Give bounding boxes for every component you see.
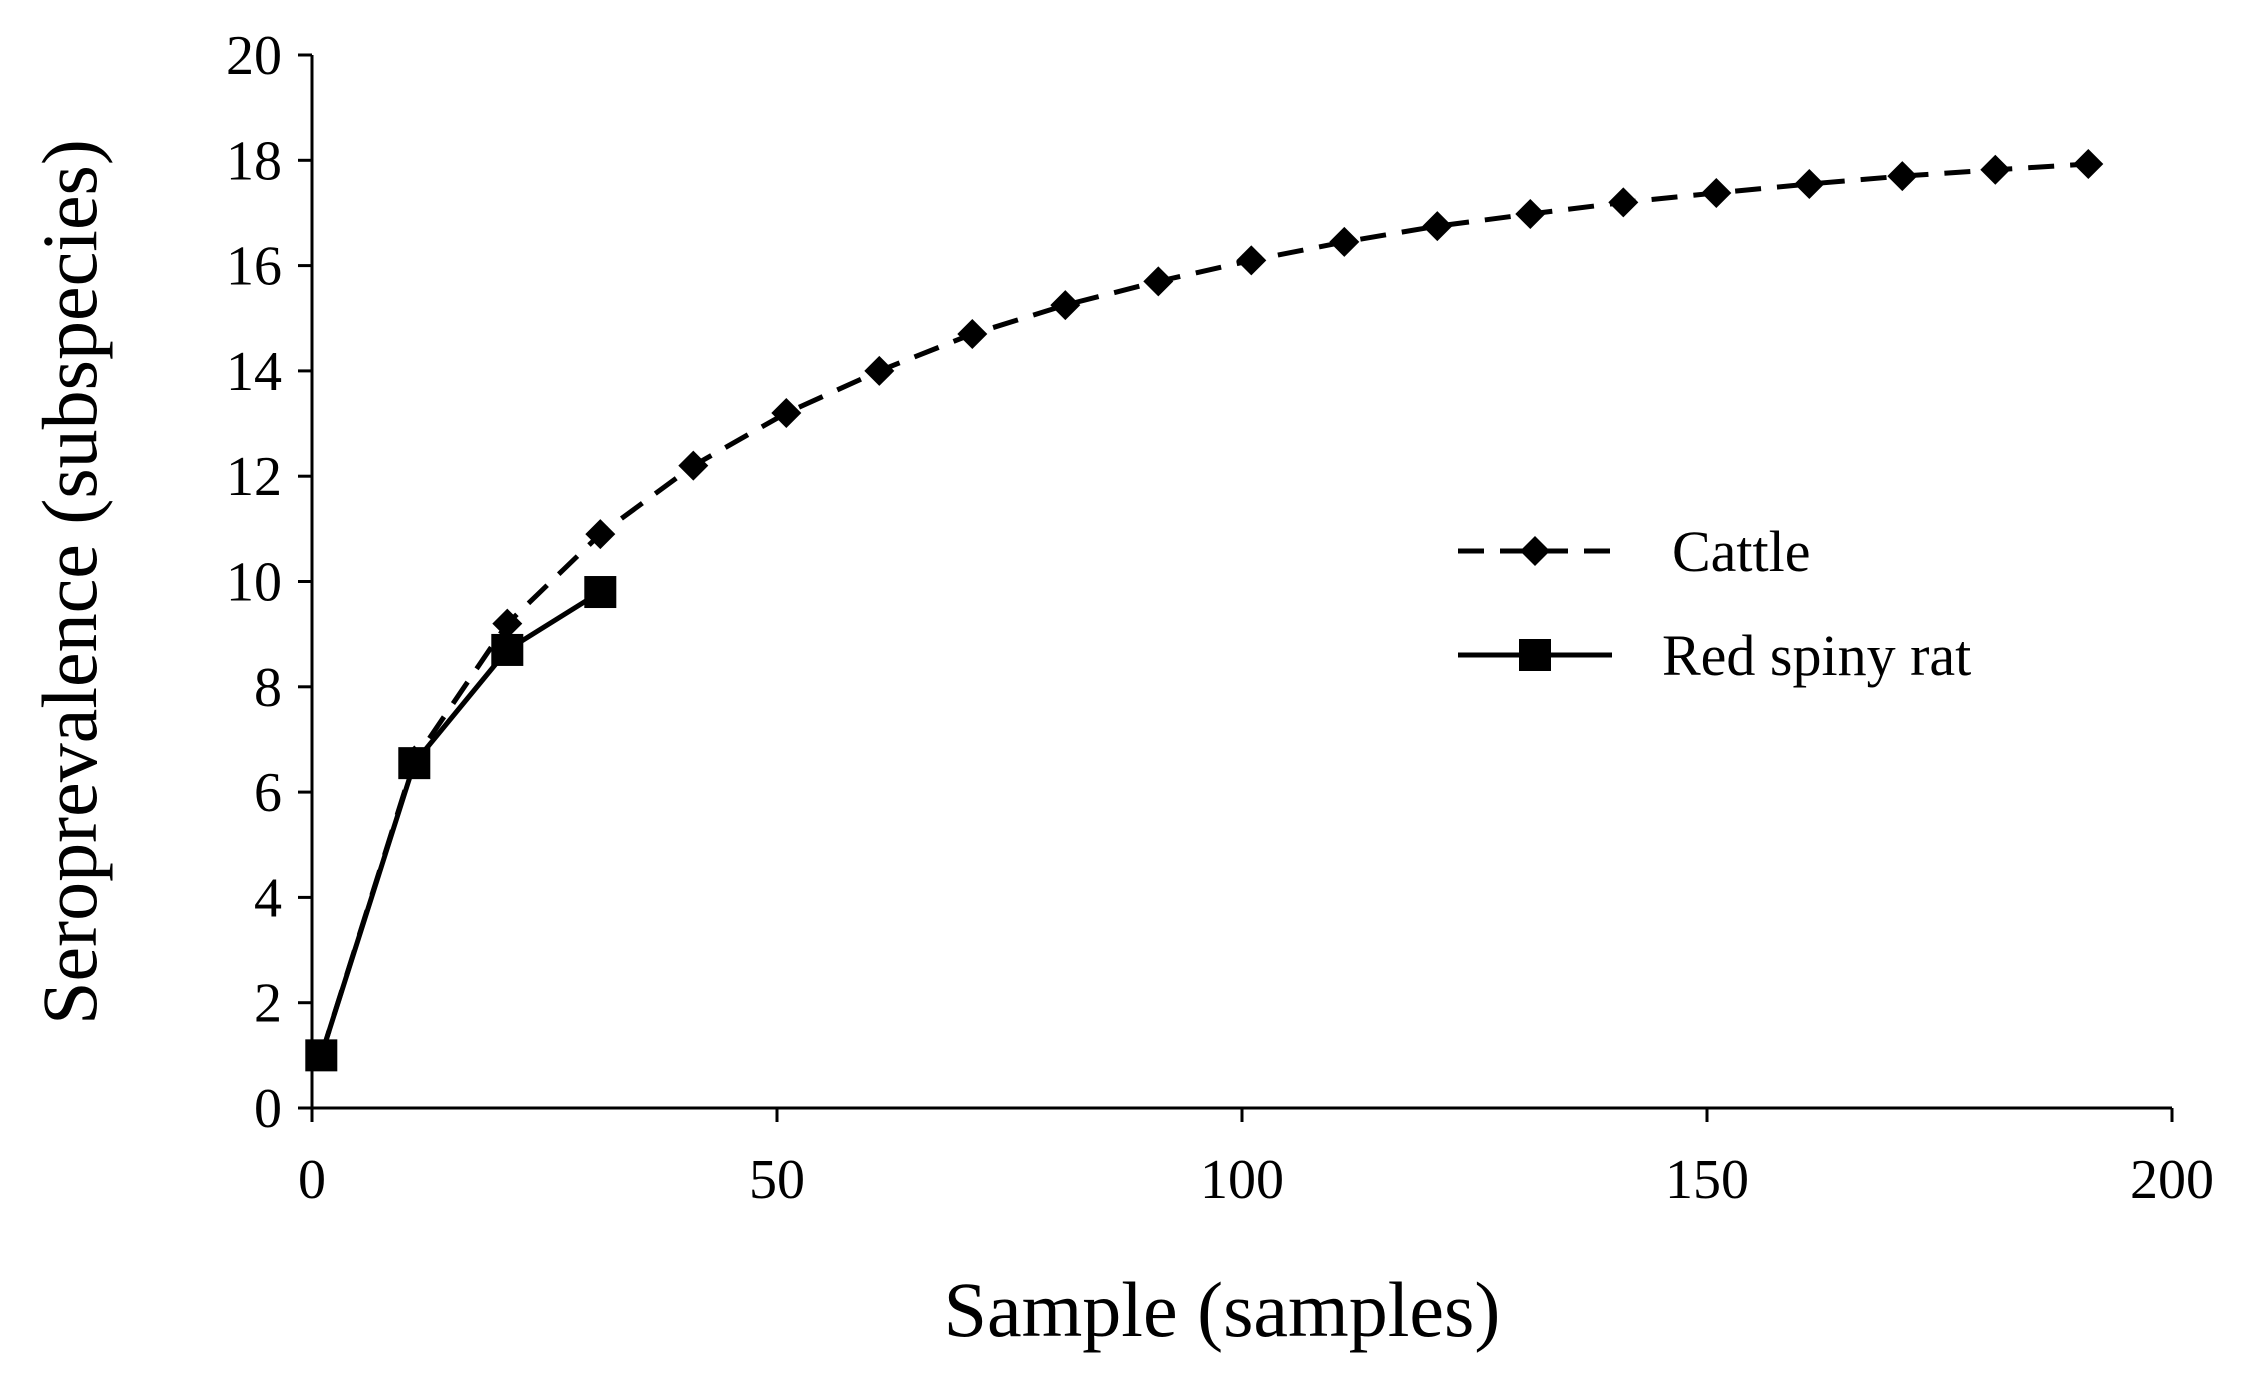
data-point-cattle	[1515, 199, 1546, 230]
data-point-cattle	[1701, 177, 1732, 208]
data-point-cattle	[492, 608, 523, 639]
y-tick-label: 2	[254, 973, 282, 1035]
data-point-cattle	[1050, 290, 1081, 321]
y-tick-label: 20	[226, 25, 282, 87]
legend-marker-cattle	[1520, 536, 1550, 566]
data-point-cattle	[771, 398, 802, 429]
x-tick-label: 100	[1200, 1149, 1284, 1211]
data-point-red-spiny-rat	[398, 747, 431, 780]
data-point-cattle	[1608, 187, 1639, 218]
x-tick-label: 150	[1665, 1149, 1749, 1211]
y-tick-label: 12	[226, 446, 282, 508]
legend-item-red-spiny-rat: Red spiny rat	[1458, 623, 1971, 688]
data-point-cattle	[864, 355, 895, 386]
y-tick-label: 6	[254, 762, 282, 824]
data-point-cattle	[1329, 226, 1360, 257]
data-point-cattle	[1887, 161, 1918, 192]
y-tick-label: 18	[226, 130, 282, 192]
data-point-cattle	[1794, 168, 1825, 199]
y-tick-label: 16	[226, 236, 282, 298]
data-point-cattle	[1422, 211, 1453, 242]
data-point-red-spiny-rat	[584, 576, 617, 609]
y-tick-label: 14	[226, 341, 282, 403]
y-axis-title: Seroprevalence (subspecies)	[26, 139, 113, 1025]
x-tick-label: 50	[749, 1149, 805, 1211]
x-tick-label: 200	[2130, 1149, 2214, 1211]
y-tick-label: 0	[254, 1078, 282, 1140]
y-tick-label: 8	[254, 657, 282, 719]
x-axis-title: Sample (samples)	[944, 1266, 1501, 1353]
legend-label-red-spiny-rat: Red spiny rat	[1662, 623, 1971, 688]
x-tick-label: 0	[298, 1149, 326, 1211]
data-point-cattle	[1980, 154, 2011, 185]
series-line-red-spiny-rat	[318, 589, 602, 1057]
data-point-cattle	[1236, 245, 1267, 276]
data-point-cattle	[957, 319, 988, 350]
y-tick-label: 10	[226, 552, 282, 614]
data-point-cattle	[678, 450, 709, 481]
series-red-spiny-rat	[305, 576, 617, 1072]
y-tick-label: 4	[254, 867, 282, 929]
data-point-cattle	[1143, 266, 1174, 297]
legend-marker-red-spiny-rat	[1519, 639, 1551, 671]
plot-area	[305, 148, 2104, 1072]
legend-item-cattle: Cattle	[1458, 519, 1811, 584]
data-point-cattle	[2073, 148, 2104, 179]
data-point-red-spiny-rat	[305, 1039, 338, 1072]
series-cattle	[306, 148, 2104, 1071]
legend: Cattle Red spiny rat	[1458, 519, 1971, 688]
data-point-cattle	[585, 519, 616, 550]
data-point-red-spiny-rat	[491, 633, 524, 666]
legend-label-cattle: Cattle	[1672, 519, 1811, 584]
series-line-cattle	[318, 161, 2089, 1057]
